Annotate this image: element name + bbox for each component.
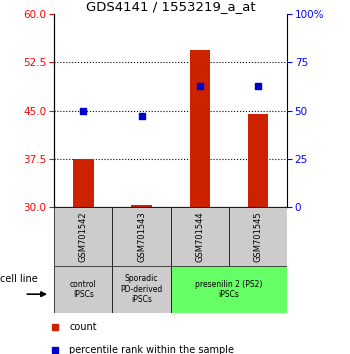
Bar [171, 266, 287, 313]
Text: GSM701542: GSM701542 [79, 211, 88, 262]
Bar [171, 207, 229, 266]
Bar [131, 205, 152, 207]
Bar [190, 50, 210, 207]
Text: Sporadic
PD-derived
iPSCs: Sporadic PD-derived iPSCs [120, 274, 163, 304]
Text: GSM701543: GSM701543 [137, 211, 146, 262]
Bar [248, 114, 268, 207]
Text: GSM701544: GSM701544 [195, 211, 204, 262]
Text: cell line: cell line [0, 274, 38, 284]
Bar [73, 159, 93, 207]
Bar [229, 207, 287, 266]
Bar [54, 207, 112, 266]
Text: presenilin 2 (PS2)
iPSCs: presenilin 2 (PS2) iPSCs [195, 280, 262, 299]
Point [80, 108, 86, 113]
Title: GDS4141 / 1553219_a_at: GDS4141 / 1553219_a_at [86, 0, 256, 13]
Text: count: count [69, 321, 97, 332]
Text: control
IPSCs: control IPSCs [70, 280, 97, 299]
Text: GSM701545: GSM701545 [253, 211, 262, 262]
Bar [112, 207, 171, 266]
Bar [54, 266, 112, 313]
Point [197, 83, 203, 88]
Point [139, 114, 144, 119]
Point [255, 83, 261, 88]
Bar [112, 266, 171, 313]
Text: percentile rank within the sample: percentile rank within the sample [69, 344, 234, 354]
